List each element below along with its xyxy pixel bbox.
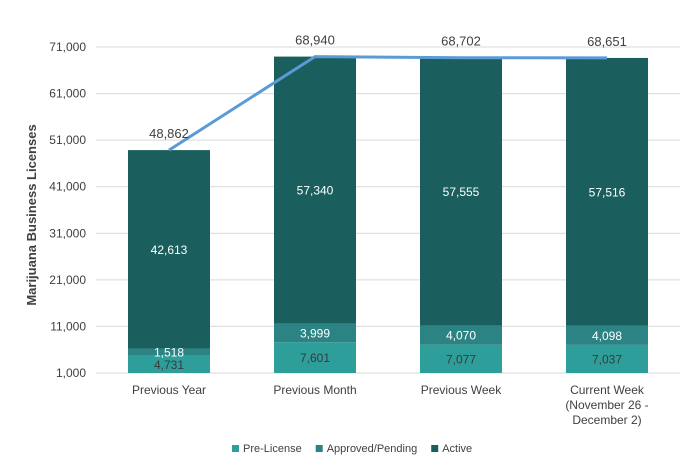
x-tick-label: (November 26 -: [565, 398, 648, 412]
legend-swatch: [315, 445, 323, 452]
bar-segment: [128, 348, 210, 356]
data-label: 4,098: [592, 329, 622, 343]
data-label: 42,613: [151, 243, 188, 257]
total-line: [168, 55, 608, 152]
data-label: 4,731: [154, 358, 184, 372]
legend: Pre-License Approved/Pending Active: [232, 443, 472, 455]
data-label: 57,340: [297, 184, 334, 198]
y-axis-ticks: 1,000 11,000 21,000 31,000 41,000 51,000 61,00…: [49, 40, 86, 380]
total-label: 48,862: [149, 126, 189, 141]
bar-segment: [420, 57, 502, 326]
x-tick-label: Previous Week: [421, 383, 502, 397]
bar-segment: [274, 56, 356, 324]
bar-segment: [128, 355, 210, 373]
x-axis-ticks: Previous Year Previous Month Previous Week…: [132, 383, 649, 427]
total-label: 68,940: [295, 33, 335, 48]
y-tick-label: 1,000: [56, 366, 86, 380]
legend-label: Active: [442, 443, 472, 455]
bar-segment: [566, 57, 648, 326]
y-tick-label: 21,000: [49, 273, 86, 287]
total-label: 68,702: [441, 34, 481, 49]
bar-segment: [274, 323, 356, 343]
bar-segment: [128, 150, 210, 349]
data-label: 7,077: [446, 352, 476, 366]
bar-segment: [274, 342, 356, 373]
legend-label: Pre-License: [243, 443, 302, 455]
legend-swatch: [232, 445, 239, 452]
data-label: 57,516: [589, 185, 626, 199]
bar-segment: [566, 325, 648, 345]
bar-segment: [420, 344, 502, 373]
x-tick-label: December 2): [572, 413, 641, 427]
bars: [128, 56, 648, 373]
y-tick-label: 41,000: [49, 180, 86, 194]
data-label: 7,037: [592, 352, 622, 366]
bar-segment: [420, 325, 502, 345]
x-tick-label: Previous Month: [273, 383, 356, 397]
x-tick-label: Current Week: [570, 383, 645, 397]
data-label: 1,518: [154, 346, 184, 360]
bar-segment: [566, 344, 648, 373]
y-tick-label: 31,000: [49, 226, 86, 240]
total-labels: 48,862 68,940 68,702 68,651: [149, 33, 627, 142]
legend-swatch: [431, 445, 439, 452]
total-label: 68,651: [587, 34, 627, 49]
y-tick-label: 51,000: [49, 133, 86, 147]
data-label: 4,070: [446, 329, 476, 343]
x-tick-label: Previous Year: [132, 383, 206, 397]
y-tick-label: 71,000: [49, 40, 86, 54]
legend-label: Approved/Pending: [327, 443, 418, 455]
y-axis-label: Marijuana Business Licenses: [24, 124, 39, 305]
data-label: 3,999: [300, 326, 330, 340]
y-tick-label: 11,000: [50, 319, 86, 333]
data-label: 7,601: [300, 351, 330, 365]
y-tick-label: 61,000: [49, 87, 86, 101]
data-label: 57,555: [443, 185, 480, 199]
